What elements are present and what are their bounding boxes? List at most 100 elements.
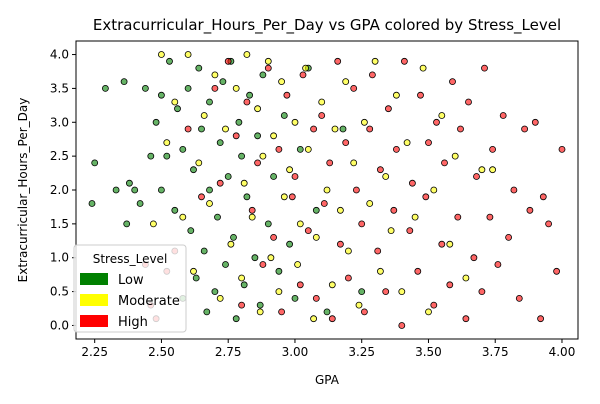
data-point-low xyxy=(235,118,243,126)
data-point-high xyxy=(232,132,240,140)
legend: Stress_Level Low Moderate High xyxy=(73,244,187,333)
data-point-moderate xyxy=(387,227,395,235)
data-point-low xyxy=(312,206,320,214)
data-point-low xyxy=(243,193,251,201)
data-point-moderate xyxy=(392,91,400,99)
legend-entry-low: Low xyxy=(80,273,144,288)
legend-swatch-low xyxy=(80,273,108,285)
x-tick-label: 3.50 xyxy=(415,345,442,359)
data-point-moderate xyxy=(398,288,406,296)
data-point-moderate xyxy=(344,247,352,255)
data-point-low xyxy=(123,220,131,228)
data-point-high xyxy=(328,315,336,323)
data-point-moderate xyxy=(248,213,256,221)
data-point-high xyxy=(408,179,416,187)
data-point-low xyxy=(256,301,264,309)
data-point-moderate xyxy=(446,240,454,248)
data-point-low xyxy=(102,85,109,92)
data-point-high xyxy=(358,220,366,228)
series-low xyxy=(88,57,366,323)
data-point-moderate xyxy=(238,274,246,282)
data-point-moderate xyxy=(425,308,432,316)
x-tick-label: 3.75 xyxy=(482,345,509,359)
data-point-moderate xyxy=(302,64,310,72)
data-point-high xyxy=(291,173,299,180)
data-point-high xyxy=(366,125,374,133)
legend-label-high: High xyxy=(118,315,148,330)
y-axis-label: Extracurricular_Hours_Per_Day xyxy=(16,98,30,283)
data-point-low xyxy=(270,173,278,180)
data-point-low xyxy=(232,315,240,323)
data-point-low xyxy=(264,220,272,228)
plot-area-frame xyxy=(75,40,579,340)
data-point-high xyxy=(352,186,360,194)
data-point-moderate xyxy=(304,145,312,153)
data-point-high xyxy=(310,125,318,133)
data-point-moderate xyxy=(184,51,192,58)
data-point-high xyxy=(350,85,358,92)
data-point-low xyxy=(230,233,237,241)
data-point-low xyxy=(200,247,208,255)
series-high xyxy=(141,57,566,329)
data-point-high xyxy=(526,206,534,214)
data-point-moderate xyxy=(267,254,275,262)
data-point-moderate xyxy=(328,281,336,289)
data-point-moderate xyxy=(336,206,344,214)
data-point-moderate xyxy=(419,64,427,72)
legend-entry-high: High xyxy=(80,315,148,330)
data-point-low xyxy=(184,85,192,92)
data-point-low xyxy=(131,186,139,194)
data-point-moderate xyxy=(179,213,187,221)
data-point-high xyxy=(296,281,304,289)
data-point-high xyxy=(473,173,480,180)
data-point-high xyxy=(392,145,400,153)
data-point-high xyxy=(531,118,539,126)
y-tick-label: 4.0 xyxy=(50,48,69,62)
data-point-high xyxy=(462,315,470,323)
data-point-moderate xyxy=(312,233,320,241)
data-point-low xyxy=(240,281,248,289)
data-point-low xyxy=(296,145,304,153)
data-point-low xyxy=(246,91,254,99)
data-point-high xyxy=(489,145,497,153)
x-tick-label: 3.25 xyxy=(348,345,375,359)
data-point-moderate xyxy=(350,159,358,167)
data-point-low xyxy=(291,294,299,302)
data-point-high xyxy=(400,57,408,65)
data-point-low xyxy=(224,173,232,180)
y-tick-label: 0.0 xyxy=(50,318,69,332)
data-point-high xyxy=(515,294,523,302)
data-point-high xyxy=(224,57,232,65)
data-point-high xyxy=(422,193,430,201)
data-point-low xyxy=(251,254,259,262)
data-point-moderate xyxy=(318,98,326,106)
ticks-layer: 2.25 2.50 2.75 3.00 3.25 3.50 3.75 4.00 0.0 0.5 1.… xyxy=(50,48,575,359)
data-point-moderate xyxy=(478,166,486,174)
data-point-moderate xyxy=(206,200,213,207)
x-tick-label: 2.50 xyxy=(148,345,175,359)
data-point-low xyxy=(157,186,165,194)
data-point-low xyxy=(147,152,155,160)
data-point-high xyxy=(465,98,472,106)
data-point-high xyxy=(248,206,256,214)
data-point-moderate xyxy=(259,152,267,160)
data-point-low xyxy=(206,186,213,194)
data-point-high xyxy=(216,179,224,187)
data-point-moderate xyxy=(310,315,318,323)
x-tick-label: 4.00 xyxy=(549,345,576,359)
data-point-high xyxy=(553,267,560,275)
data-point-low xyxy=(125,179,133,187)
data-point-high xyxy=(278,308,286,316)
data-point-low xyxy=(216,139,224,147)
data-point-moderate xyxy=(171,98,179,106)
data-point-low xyxy=(219,78,227,85)
data-point-high xyxy=(336,240,344,248)
data-point-moderate xyxy=(163,139,171,147)
data-point-high xyxy=(254,159,262,167)
data-point-moderate xyxy=(256,308,264,316)
data-point-high xyxy=(446,281,454,289)
data-point-moderate xyxy=(227,240,235,248)
data-point-low xyxy=(179,145,187,153)
data-point-moderate xyxy=(222,125,229,133)
